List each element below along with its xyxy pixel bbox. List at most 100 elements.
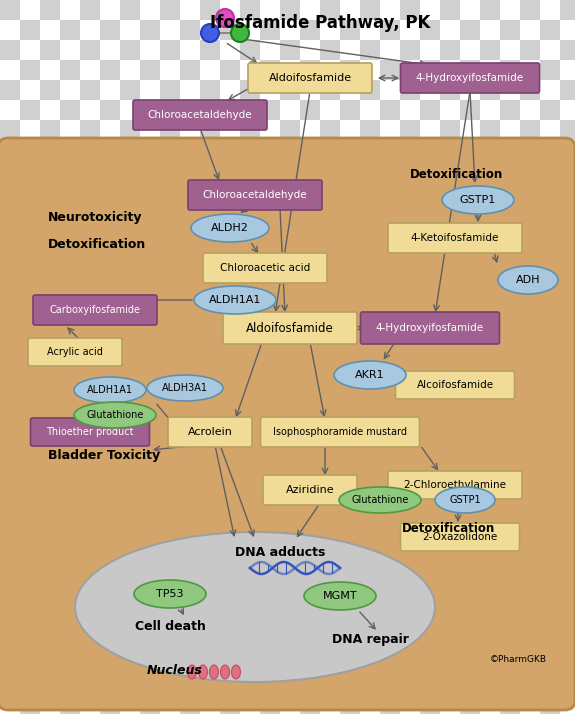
Bar (440, 700, 460, 714)
Bar (260, 200, 280, 220)
Bar (540, 120, 560, 140)
Bar (540, 660, 560, 680)
Bar (460, 640, 480, 660)
Bar (460, 680, 480, 700)
Bar (520, 440, 540, 460)
Bar (100, 440, 120, 460)
Text: TP53: TP53 (156, 589, 184, 599)
Bar (280, 120, 300, 140)
Bar (560, 40, 575, 60)
Bar (160, 320, 180, 340)
Bar (520, 120, 540, 140)
Bar (460, 280, 480, 300)
Bar (420, 0, 440, 20)
Bar (360, 180, 380, 200)
Bar (20, 80, 40, 100)
Bar (520, 140, 540, 160)
Bar (360, 340, 380, 360)
Bar (520, 620, 540, 640)
Bar (300, 380, 320, 400)
Bar (260, 460, 280, 480)
Bar (480, 60, 500, 80)
Bar (60, 280, 80, 300)
Bar (200, 500, 220, 520)
Bar (400, 460, 420, 480)
Bar (480, 580, 500, 600)
Text: Detoxification: Detoxification (48, 238, 146, 251)
Bar (60, 620, 80, 640)
Text: Aziridine: Aziridine (286, 485, 334, 495)
Bar (20, 520, 40, 540)
Bar (180, 680, 200, 700)
Bar (20, 200, 40, 220)
Bar (160, 140, 180, 160)
Bar (500, 140, 520, 160)
Bar (220, 500, 240, 520)
Bar (180, 20, 200, 40)
Bar (320, 440, 340, 460)
Text: AKR1: AKR1 (355, 370, 385, 380)
Bar (220, 340, 240, 360)
Bar (300, 540, 320, 560)
Bar (360, 540, 380, 560)
Bar (160, 200, 180, 220)
Bar (460, 540, 480, 560)
Bar (260, 140, 280, 160)
Bar (220, 280, 240, 300)
Bar (560, 500, 575, 520)
Bar (540, 440, 560, 460)
Bar (420, 380, 440, 400)
Bar (200, 580, 220, 600)
Bar (240, 660, 260, 680)
Bar (240, 0, 260, 20)
FancyBboxPatch shape (203, 253, 327, 283)
Bar (440, 600, 460, 620)
Bar (160, 620, 180, 640)
Bar (120, 260, 140, 280)
Bar (520, 500, 540, 520)
Text: Glutathione: Glutathione (351, 495, 409, 505)
Bar (340, 320, 360, 340)
Bar (220, 620, 240, 640)
Bar (200, 480, 220, 500)
Bar (380, 240, 400, 260)
Bar (240, 340, 260, 360)
Bar (400, 140, 420, 160)
Bar (460, 380, 480, 400)
Bar (220, 180, 240, 200)
Bar (240, 220, 260, 240)
Bar (540, 560, 560, 580)
Bar (340, 300, 360, 320)
FancyBboxPatch shape (223, 312, 357, 344)
Bar (560, 640, 575, 660)
Bar (0, 100, 20, 120)
Bar (560, 160, 575, 180)
Bar (460, 400, 480, 420)
Bar (360, 160, 380, 180)
Bar (280, 300, 300, 320)
Bar (500, 440, 520, 460)
Bar (520, 220, 540, 240)
Bar (100, 180, 120, 200)
Bar (40, 360, 60, 380)
Bar (500, 480, 520, 500)
Bar (440, 120, 460, 140)
Bar (60, 540, 80, 560)
Bar (380, 320, 400, 340)
Bar (300, 320, 320, 340)
Bar (360, 300, 380, 320)
Bar (80, 60, 100, 80)
Bar (20, 260, 40, 280)
Bar (280, 20, 300, 40)
Bar (80, 100, 100, 120)
Bar (220, 160, 240, 180)
Bar (260, 60, 280, 80)
FancyBboxPatch shape (401, 63, 539, 93)
Bar (480, 700, 500, 714)
Bar (100, 420, 120, 440)
Bar (240, 260, 260, 280)
Ellipse shape (435, 487, 495, 513)
Bar (280, 460, 300, 480)
Bar (340, 220, 360, 240)
Bar (160, 160, 180, 180)
